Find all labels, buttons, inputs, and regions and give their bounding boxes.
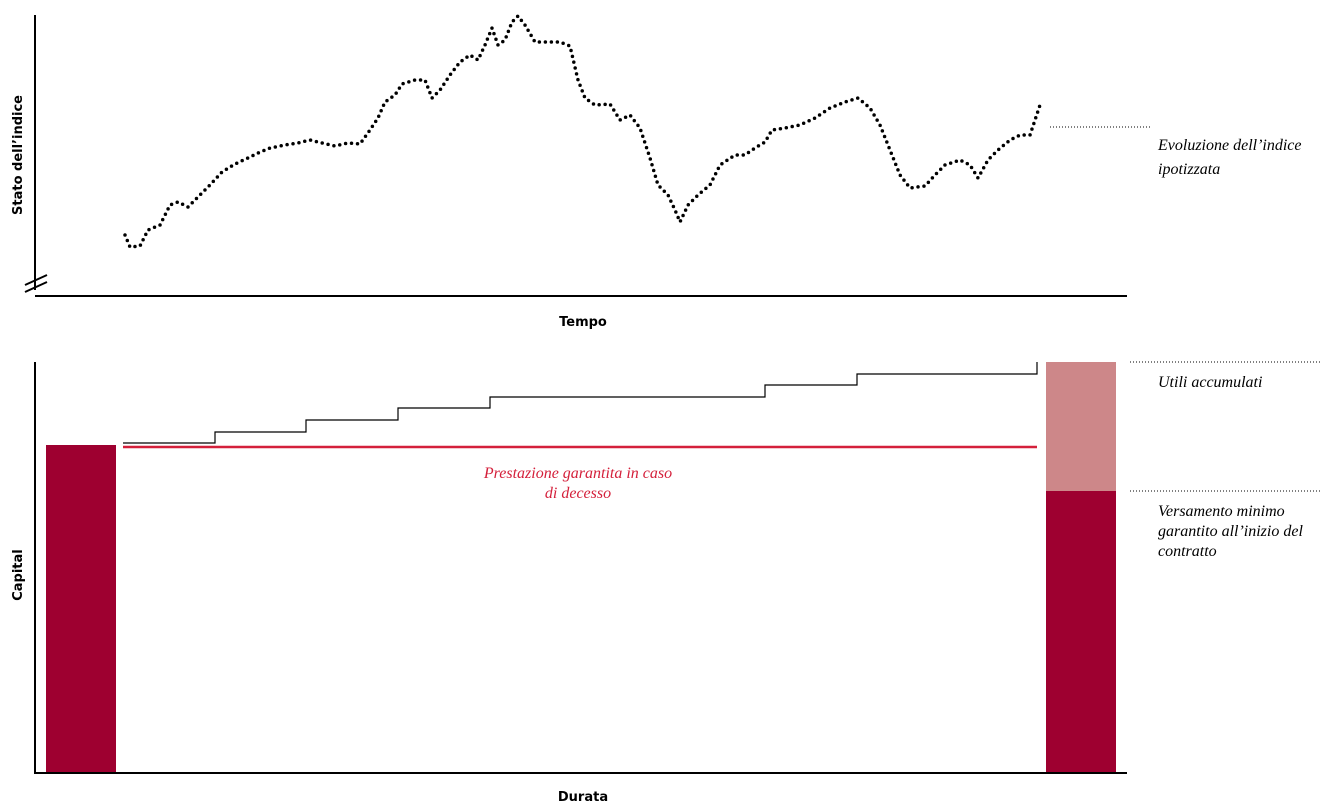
index-line (123, 13, 1042, 249)
profit-label: Utili accumulati (1158, 374, 1262, 391)
step-line (123, 362, 1038, 444)
minimum-bar (1046, 491, 1116, 772)
initial-bar (46, 445, 116, 772)
profit-bar (1046, 362, 1116, 491)
series-label: ipotizzata (1158, 161, 1220, 178)
guarantee-label: Prestazione garantita in caso (483, 465, 672, 482)
y-axis-label: Stato dell’indice (11, 95, 26, 215)
minimum-label: garantito all’inizio del (1158, 523, 1303, 540)
y-axis-label: Capital (11, 549, 26, 601)
x-axis-label: Durata (558, 790, 608, 802)
series-label: Evoluzione dell’indice (1157, 137, 1302, 154)
axis-break (24, 281, 48, 293)
guarantee-label: di decesso (545, 485, 611, 502)
minimum-label: contratto (1158, 543, 1217, 560)
axis-break (24, 274, 48, 286)
minimum-label: Versamento minimo (1158, 503, 1285, 520)
x-axis-label: Tempo (559, 315, 607, 330)
